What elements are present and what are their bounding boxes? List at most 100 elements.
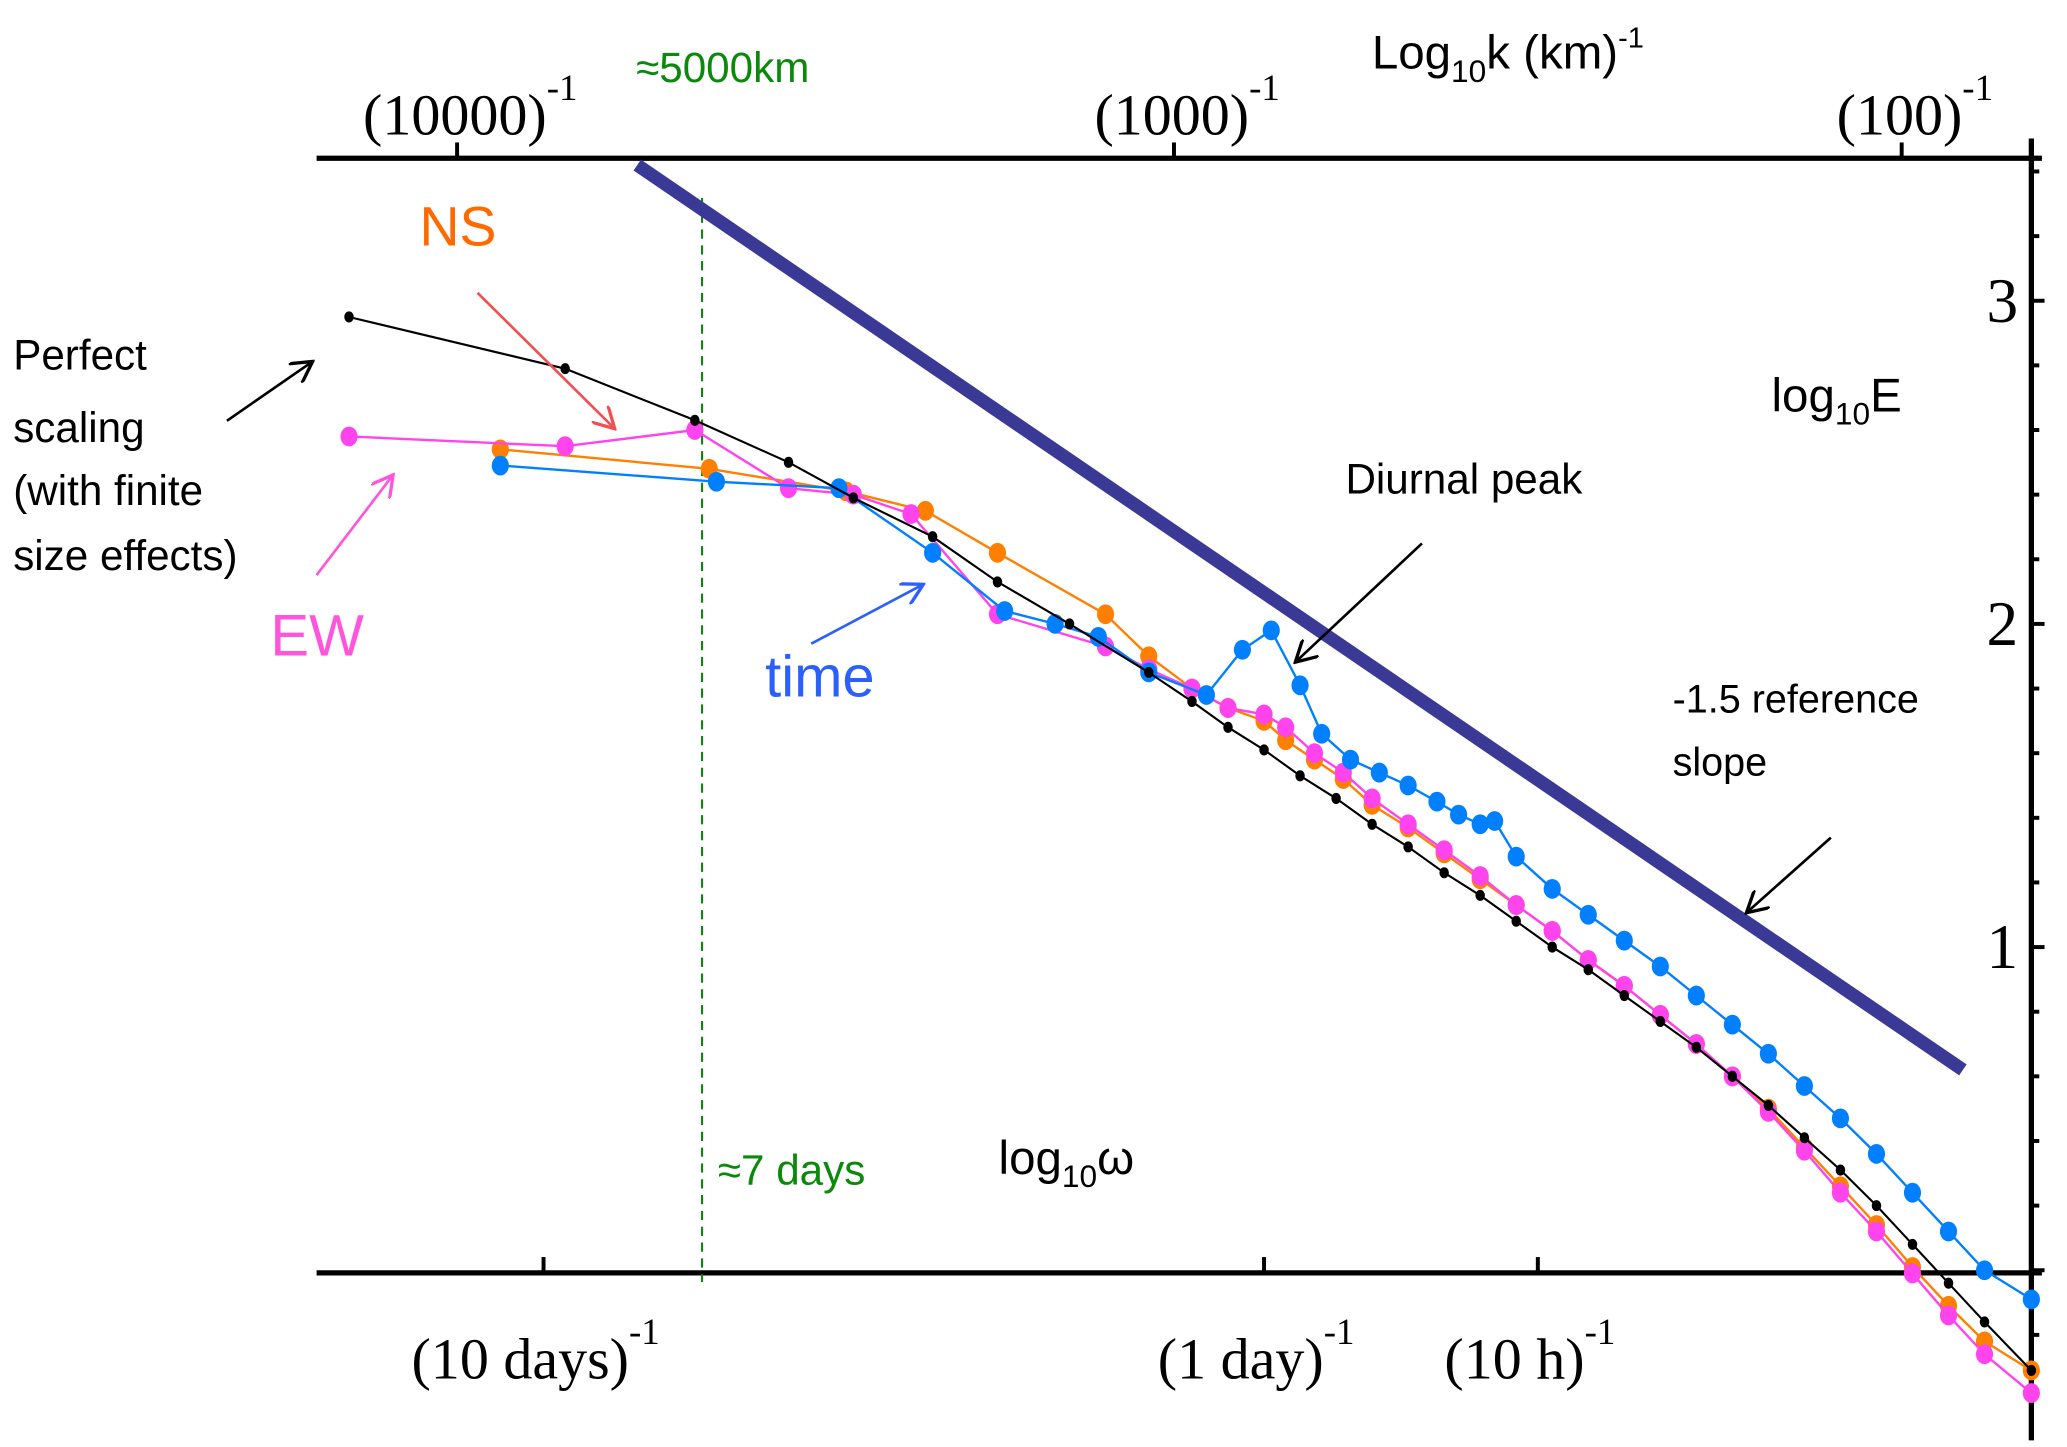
data-point [1291,675,1309,696]
data-point [560,363,570,375]
data-point [1691,1041,1702,1053]
top-x-axis-title: Log10k (km)-1 [1372,22,1644,88]
data-point [1655,1015,1666,1027]
arrow-time [810,584,923,645]
data-point [779,478,798,499]
data-point [2022,1383,2040,1403]
data-point [1197,685,1215,705]
series-layer [340,159,2040,1403]
data-point [1255,704,1273,725]
data-point [1975,1344,1994,1365]
data-point [1547,941,1557,953]
data-point [1471,866,1489,886]
data-point [491,455,509,476]
y-tick-label: 1 [1987,912,2019,982]
data-point [1262,620,1280,641]
arrow-reference-slope [1746,836,1832,913]
data-point [1831,1108,1850,1129]
data-point [1903,1263,1922,1284]
data-point [1759,1043,1777,1064]
data-point [902,504,920,524]
arrow-ns [476,291,615,429]
data-point [1399,775,1417,796]
data-point [1370,762,1388,783]
data-point [1939,1221,1958,1242]
series-line [348,315,2033,1372]
data-point [2022,1289,2040,1310]
x-tick-label: (1 day)-1 [1158,1311,1355,1391]
series-time [491,455,2040,1310]
data-point [1223,721,1233,733]
data-point [1907,1238,1918,1250]
data-point [1313,723,1331,744]
data-point [1795,1140,1813,1161]
annotation-ew: EW [270,604,364,669]
data-point [1975,1260,1994,1281]
arrow-perfect-scaling [226,361,313,422]
data-point [1651,956,1669,977]
annotation-ns: NS [419,195,496,257]
x-axis-title: log10ω [999,1132,1135,1194]
y-tick-label: 3 [1987,266,2019,336]
annotation-diurnal-peak: Diurnal peak [1345,455,1583,502]
data-point [1399,814,1417,835]
data-point [1187,695,1197,708]
data-point [1064,618,1075,630]
vertical-markers: ≈7 days ≈5000km [636,44,865,1283]
series-line [348,428,2033,1394]
data-point [1403,841,1413,853]
data-point [1867,1221,1886,1242]
data-point [1089,626,1107,647]
annotation-perfect-scaling: Perfect scaling (with finite size effect… [13,331,237,578]
data-point [1435,840,1453,861]
data-point [1579,950,1597,970]
data-point [1507,846,1525,867]
data-point [1543,879,1561,899]
data-point [686,420,704,440]
x-tick-label: (10 h)-1 [1444,1311,1615,1391]
data-point [996,601,1014,621]
top-x-tick-label: (1000)-1 [1094,67,1279,147]
data-point [1341,749,1360,770]
data-point [1619,990,1630,1002]
data-point [1871,1200,1882,1212]
data-point [690,414,700,426]
arrow-ew [315,475,394,576]
data-point [1233,639,1251,660]
data-point [830,478,848,499]
data-point [2026,1364,2037,1376]
x-tick-label: (10 days)-1 [411,1311,659,1391]
data-point [1367,818,1377,830]
data-point [1835,1164,1846,1176]
data-point [783,456,794,468]
marker-label-top: ≈5000km [636,44,809,91]
data-point [1727,1070,1738,1082]
data-point [1763,1099,1774,1111]
data-point [1831,1182,1850,1203]
axis-ticks: (10 days)-1 (1 day)-1 (10 h)-1 (10000)-1 (10… [363,67,2045,1391]
data-point [1428,791,1446,812]
data-point [1511,915,1521,927]
annotation-time: time [765,644,875,709]
data-point [340,426,358,447]
data-point [1583,964,1594,976]
data-point [1277,717,1295,738]
data-point [1475,889,1485,901]
data-point [927,531,938,543]
data-point [848,492,859,504]
data-point [1903,1182,1922,1203]
data-point [1615,930,1633,951]
data-point [1507,895,1525,915]
data-point [988,542,1007,563]
data-point [924,542,942,563]
data-point [1144,666,1154,678]
data-point [1259,744,1269,756]
reference-line [633,159,1967,1076]
data-point [1979,1316,1990,1328]
data-point [707,471,726,492]
data-point [1449,804,1468,825]
data-point [1096,604,1115,625]
series-1-5-reference-slope [633,159,1967,1076]
data-point [1471,814,1489,835]
